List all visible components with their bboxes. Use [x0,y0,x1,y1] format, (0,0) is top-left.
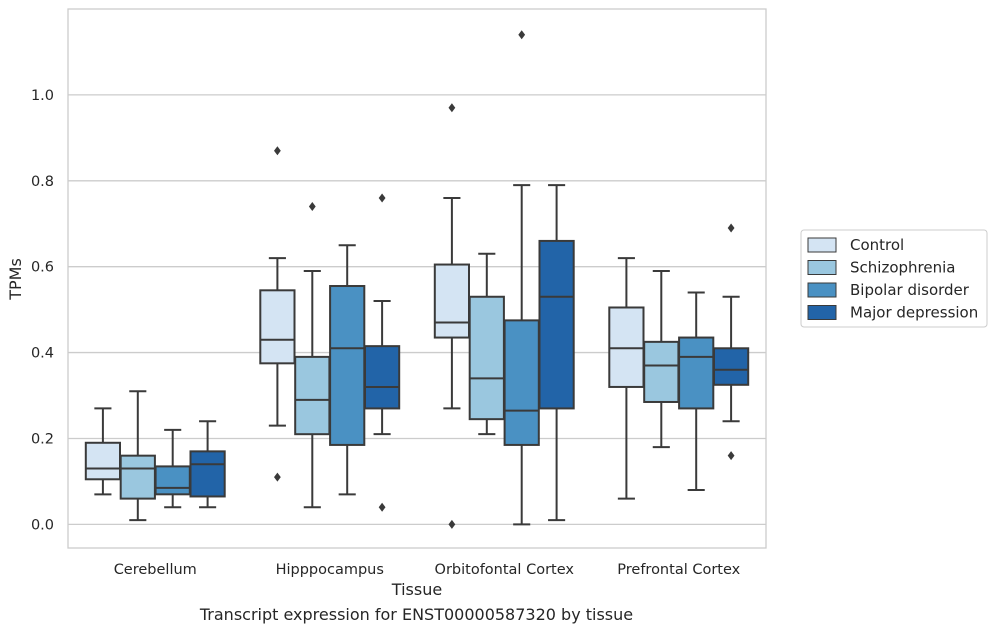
box-group [643,269,680,449]
box-group [678,291,715,492]
legend-frame [800,229,988,328]
box-group [712,223,750,461]
legend: Control Schizophrenia Bipolar disorder Majo… [800,229,988,328]
box-series-layer [84,30,750,529]
box [608,306,645,388]
box [259,289,296,365]
y-axis-ticks: 0.0 0.2 0.4 0.6 0.8 1.0 [31,88,54,533]
gridlines [68,94,766,526]
legend-label: Schizophrenia [850,259,955,277]
y-axis-label: TPMs [6,258,25,301]
box [468,295,505,421]
outlier-point [274,146,281,156]
box [119,454,156,500]
outlier-point [727,451,735,461]
outlier-point [448,519,456,529]
series-bipolar-disorder [154,30,715,526]
box-group [433,103,471,529]
box [503,319,540,446]
x-tick-label: Orbitofontal Cortex [435,562,575,578]
box [154,465,191,496]
x-tick-label: Cerebellum [114,562,197,578]
outlier-point [448,103,456,113]
legend-swatch [807,260,837,275]
outlier-point [518,30,526,40]
legend-label: Major depression [850,304,978,322]
x-axis-label: Tissue [391,580,442,599]
y-tick-label: 0.4 [31,346,54,362]
outlier-point [727,223,735,233]
x-tick-label: Prefrontal Cortex [617,562,740,578]
plot-area-frame [67,8,767,549]
legend-swatch [807,237,837,253]
box-group [84,407,122,496]
box [643,340,680,403]
legend-swatch [807,305,837,320]
box-group [538,184,575,522]
legend-swatch [807,282,837,298]
y-tick-label: 0.6 [31,260,54,276]
outlier-point [274,472,281,482]
outlier-point [308,202,316,212]
box-group [189,420,226,509]
y-tick-label: 0.0 [31,517,54,533]
box-group [119,390,156,522]
box-group [294,202,331,509]
outlier-point [378,502,386,512]
box [363,345,401,410]
box-group [154,428,191,509]
box [294,355,331,436]
outlier-point [378,193,386,203]
y-tick-label: 0.2 [31,431,54,447]
legend-label: Control [850,236,904,254]
box-group [608,257,645,500]
box [678,336,715,410]
box [538,239,575,410]
box [84,441,122,481]
box [433,263,471,339]
x-tick-label: Hipppocampus [276,562,384,578]
box-group [259,146,296,482]
figure-caption: Transcript expression for ENST0000058732… [199,605,634,624]
series-major-depression [189,184,750,522]
legend-label: Bipolar disorder [850,281,970,299]
box [712,347,750,386]
box [329,285,366,446]
box [189,450,226,498]
series-schizophrenia [119,202,680,522]
box-group [468,252,505,436]
x-axis-ticks: Cerebellum Hipppocampus Orbitofontal Corte… [114,562,741,578]
box-group [503,30,540,526]
y-tick-label: 1.0 [31,88,54,104]
series-control [84,103,645,529]
box-group [363,193,401,512]
y-tick-label: 0.8 [31,174,54,190]
box-group [329,244,366,496]
